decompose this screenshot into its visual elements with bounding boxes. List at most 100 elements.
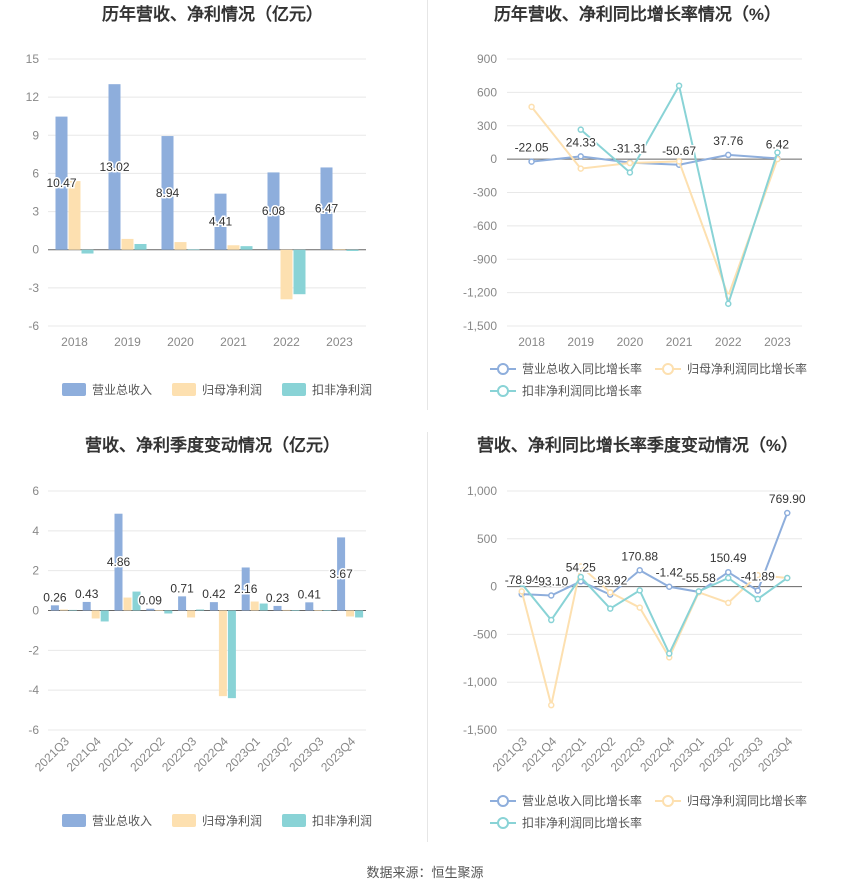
data-label: 37.76 (713, 134, 743, 148)
data-point (666, 650, 673, 657)
legend-label: 扣非净利润同比增长率 (522, 383, 642, 398)
legend-label: 归母净利润 (202, 814, 262, 828)
x-tick-label: 2018 (518, 335, 545, 349)
bar-deducted-profit (227, 610, 236, 699)
data-label: 54.25 (566, 560, 596, 574)
y-tick-label: 12 (26, 90, 40, 104)
data-point (548, 701, 555, 709)
legend-swatch-marker (497, 795, 509, 807)
legend-swatch (282, 383, 306, 396)
legend-label: 营业总收入同比增长率 (522, 793, 642, 808)
y-tick-label: -2 (28, 643, 39, 657)
y-tick-label: -4 (28, 683, 39, 697)
bar-net-profit (68, 181, 81, 250)
legend-swatch (172, 383, 196, 396)
bar-revenue (337, 537, 346, 611)
y-tick-label: 15 (26, 52, 40, 66)
data-label: 0.43 (75, 587, 99, 601)
bar-deducted-profit (323, 610, 332, 611)
data-label: 4.41 (209, 215, 233, 229)
bar-net-profit (282, 609, 291, 611)
series-line-revenue (521, 512, 789, 597)
series-line-deducted-profit (580, 82, 779, 308)
data-point (725, 599, 732, 607)
bar-deducted-profit (132, 591, 141, 611)
x-tick-label: 2022 (273, 335, 300, 349)
data-label: 0.23 (266, 591, 290, 605)
bar-net-profit (218, 610, 227, 697)
data-point (725, 574, 732, 582)
data-label: -31.31 (613, 142, 647, 156)
y-tick-label: -1,200 (463, 286, 497, 300)
legend-label: 营业总收入 (92, 814, 152, 828)
quarterly-revenue-profit-chart: 营收、净利季度变动情况（亿元） -6 -4 -2 0 2 4 6 2021Q3 2021Q4 202… (0, 425, 425, 855)
data-label: -22.05 (515, 141, 549, 155)
data-label: 0.41 (298, 587, 322, 601)
bar-net-profit (123, 597, 132, 611)
y-tick-label: -1,500 (463, 319, 497, 333)
quarterly-growth-rate-chart: 营收、净利同比增长率季度变动情况（%） -1,500 -1,000 -500 0 500 1… (425, 425, 850, 855)
data-point (695, 588, 702, 595)
bar-revenue (305, 602, 314, 611)
legend-swatch (172, 814, 196, 827)
bar-deducted-profit (291, 610, 300, 611)
bar-net-profit (346, 610, 355, 617)
data-point (666, 583, 673, 590)
chart-title: 营收、净利同比增长率季度变动情况（%） (477, 435, 798, 455)
data-label: 0.26 (43, 590, 67, 604)
x-tick-label: 2023Q4 (318, 734, 358, 774)
x-tick-label: 2019 (114, 335, 141, 349)
bar-revenue (209, 602, 218, 611)
data-point (774, 149, 781, 156)
y-tick-label: 0 (490, 580, 497, 594)
data-point (528, 103, 535, 111)
bar-deducted-profit (196, 609, 205, 611)
bar-deducted-profit (259, 603, 268, 611)
data-label: 170.88 (621, 549, 658, 563)
data-point (754, 571, 761, 579)
y-tick-label: 3 (32, 205, 39, 219)
data-point (636, 587, 643, 594)
y-tick-label: 6 (32, 484, 39, 498)
chart-title: 历年营收、净利同比增长率情况（%） (494, 4, 781, 24)
bar-net-profit (187, 610, 196, 618)
y-tick-label: 500 (477, 532, 497, 546)
bar-net-profit (91, 610, 100, 619)
legend-swatch (62, 814, 86, 827)
series-line-net-profit (530, 106, 779, 299)
x-tick-label: 2020 (167, 335, 194, 349)
data-label: 769.90 (769, 492, 806, 506)
data-label: 13.02 (99, 160, 129, 174)
bar-revenue (320, 167, 333, 250)
data-point (548, 592, 555, 599)
data-point (626, 169, 634, 176)
series-line-revenue (531, 153, 778, 166)
x-tick-label: 2021 (666, 335, 693, 349)
x-tick-label: 2019 (567, 335, 594, 349)
data-label: -83.92 (593, 574, 627, 588)
y-tick-label: 4 (32, 524, 39, 538)
chart-svg: 营收、净利季度变动情况（亿元）-6-4-202462021Q32021Q4202… (28, 435, 372, 828)
legend-swatch (282, 814, 306, 827)
chart-title: 历年营收、净利情况（亿元） (102, 4, 323, 24)
bar-deducted-profit (81, 249, 94, 254)
annual-growth-rate-chart: 历年营收、净利同比增长率情况（%） -1,500 -1,200 -900 -600 -30… (425, 0, 850, 410)
chart-title: 营收、净利季度变动情况（亿元） (85, 435, 340, 455)
data-label: -50.67 (662, 144, 696, 158)
y-tick-label: 0 (32, 243, 39, 257)
y-tick-label: 1,000 (467, 484, 497, 498)
y-tick-label: -600 (473, 219, 497, 233)
x-tick-label: 2021 (220, 335, 247, 349)
bar-net-profit (227, 245, 240, 250)
data-point (675, 82, 683, 89)
bar-revenue (267, 172, 280, 250)
x-tick-label: 2023 (764, 335, 791, 349)
data-point (577, 563, 584, 570)
data-label: 150.49 (710, 551, 747, 565)
chart-svg: 营收、净利同比增长率季度变动情况（%） -1,500 -1,000 -500 0 500 1… (463, 435, 807, 830)
data-label: 0.71 (170, 581, 194, 595)
data-point (577, 165, 584, 172)
data-point (626, 159, 634, 167)
data-point (754, 587, 761, 594)
data-point (754, 595, 761, 603)
